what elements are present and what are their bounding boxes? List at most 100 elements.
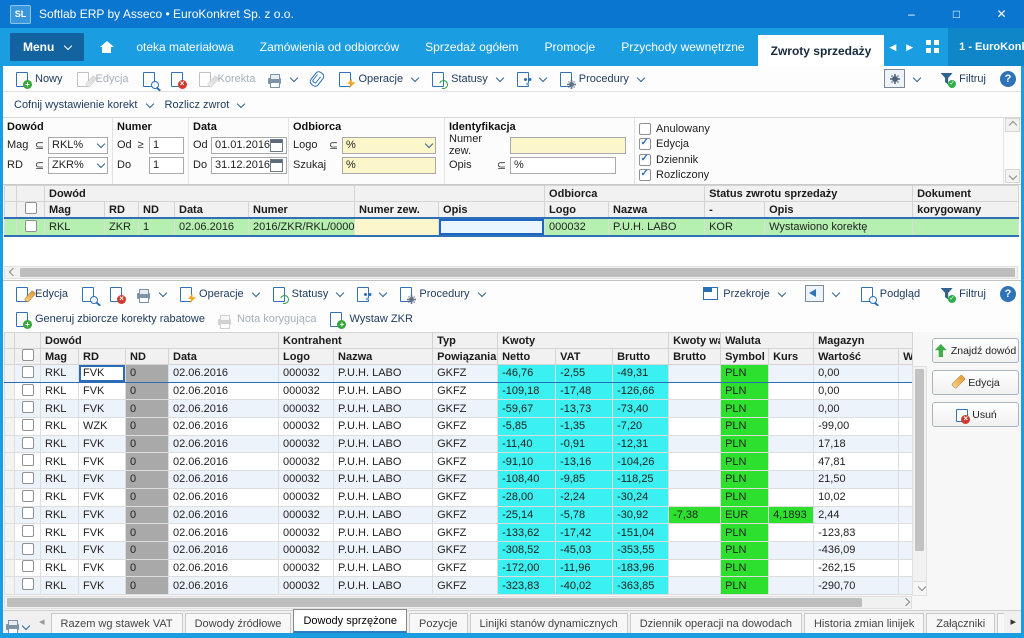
cell-data[interactable]: 02.06.2016 — [167, 540, 280, 560]
find-document-button[interactable]: Znajdź dowód — [932, 338, 1019, 363]
cell-wartosc[interactable]: -436,09 — [813, 540, 900, 560]
bottom-tab[interactable]: Pozycje — [409, 613, 468, 633]
cell-logo[interactable]: 000032 — [278, 558, 335, 578]
cell-symbol[interactable]: PLN — [720, 523, 770, 542]
bottom-tabs-scroll-left[interactable]: ◂ — [39, 616, 45, 628]
cell-symbol[interactable]: PLN — [720, 540, 770, 560]
cell-korygowany[interactable] — [912, 217, 1020, 237]
opis-operator[interactable]: ⊆ — [496, 159, 507, 172]
row-checkbox[interactable] — [21, 525, 34, 538]
cell-nazwa[interactable]: P.U.H. LABO — [333, 540, 434, 560]
home-button[interactable] — [90, 28, 123, 66]
delete-line-button[interactable] — [102, 284, 130, 304]
cell-brutto[interactable]: -118,25 — [612, 470, 670, 489]
cell-data[interactable]: 02.06.2016 — [174, 217, 249, 237]
delete-document-button[interactable] — [163, 69, 191, 89]
cell-vat[interactable]: -5,78 — [555, 505, 614, 525]
cell-nd[interactable]: 0 — [125, 540, 169, 560]
statuses-button[interactable]: Statusy — [424, 69, 509, 90]
help-icon[interactable] — [1000, 285, 1016, 302]
cell-kurs[interactable] — [768, 452, 815, 472]
menu-tab[interactable]: oteka materiałowa — [123, 28, 246, 66]
statuses-lines-button[interactable]: Statusy — [265, 284, 350, 305]
cell-netto[interactable]: -308,52 — [497, 540, 557, 560]
row-checkbox[interactable] — [21, 418, 34, 431]
cell-symbol[interactable]: EUR — [720, 505, 770, 525]
cell-rd[interactable]: FVK — [78, 558, 126, 578]
cell-vat[interactable]: -13,73 — [555, 399, 614, 419]
cell-mag[interactable]: RKL — [40, 364, 79, 383]
cell-vat[interactable]: -13,16 — [555, 452, 614, 472]
logo-filter-select[interactable]: % — [342, 136, 436, 154]
cell-mag[interactable]: RKL — [40, 487, 79, 507]
rd-filter-select[interactable]: ZKR% — [48, 156, 108, 174]
filter-checkbox[interactable]: Dziennik — [639, 152, 739, 168]
cell-mag[interactable]: RKL — [40, 505, 79, 525]
cell-nd[interactable]: 0 — [125, 558, 169, 578]
cell-brutto[interactable]: -126,66 — [612, 381, 670, 401]
preview-button[interactable]: Podgląd — [853, 284, 926, 304]
cell-logo[interactable]: 000032 — [278, 364, 335, 383]
row-checkbox[interactable] — [24, 220, 37, 232]
cell-rd[interactable]: FVK — [78, 523, 126, 542]
line-row[interactable]: RKL WZK 0 02.06.2016 000032 P.U.H. LABO … — [4, 417, 914, 436]
cell-brutto[interactable]: -30,92 — [612, 505, 670, 525]
filter-checkbox[interactable]: Rozliczony — [639, 168, 739, 184]
cross-sections-button[interactable]: Przekroje — [697, 285, 790, 302]
cell-mag[interactable]: RKL — [40, 540, 79, 560]
cell-rd[interactable]: FVK — [78, 364, 126, 383]
edit-line-button[interactable]: Edycja — [8, 284, 74, 304]
cell-powiazania[interactable]: GKFZ — [432, 558, 499, 578]
cell-wal-brutto[interactable] — [668, 417, 722, 436]
cell-nazwa[interactable]: P.U.H. LABO — [333, 399, 434, 419]
cell-kurs[interactable] — [768, 558, 815, 578]
cell-vat[interactable]: -2,55 — [555, 364, 614, 383]
cell-kurs[interactable] — [768, 417, 815, 436]
operations-button[interactable]: Operacje — [331, 69, 424, 89]
cell-kurs[interactable]: 4,1893 — [768, 505, 815, 525]
cell-kurs[interactable] — [768, 523, 815, 542]
cell-logo[interactable]: 000032 — [278, 417, 335, 436]
cell-mag[interactable]: RKL — [40, 417, 79, 436]
menu-button[interactable]: Menu — [10, 33, 85, 61]
procedures-button[interactable]: Procedury — [552, 69, 650, 89]
cell-symbol[interactable]: PLN — [720, 417, 770, 436]
print-lines-button[interactable] — [130, 284, 172, 303]
cell-nd[interactable]: 0 — [125, 505, 169, 525]
cell-rd[interactable]: FVK — [78, 576, 126, 595]
cell-data[interactable]: 02.06.2016 — [167, 417, 280, 436]
cell-rd[interactable]: FVK — [78, 452, 126, 472]
preview-document-button[interactable] — [135, 69, 163, 89]
cell-nazwa[interactable]: P.U.H. LABO — [608, 217, 706, 237]
cell-data[interactable]: 02.06.2016 — [167, 558, 280, 578]
cell-logo[interactable]: 000032 — [278, 381, 335, 401]
cell-brutto[interactable]: -353,55 — [612, 540, 670, 560]
bottom-tab[interactable]: Załączniki do linij — [997, 613, 1005, 633]
line-row[interactable]: RKL FVK 0 02.06.2016 000032 P.U.H. LABO … — [4, 523, 914, 542]
window-list-button[interactable] — [918, 40, 948, 54]
cell-wal-brutto[interactable] — [668, 470, 722, 489]
cell-brutto[interactable]: -49,31 — [612, 364, 670, 383]
cell-wartosc[interactable]: -123,83 — [813, 523, 900, 542]
cell-powiazania[interactable]: GKFZ — [432, 576, 499, 595]
cell-netto[interactable]: -59,67 — [497, 399, 557, 419]
cell-data[interactable]: 02.06.2016 — [167, 364, 280, 383]
row-checkbox[interactable] — [21, 560, 34, 573]
cell-brutto[interactable]: -12,31 — [612, 434, 670, 454]
cell-logo[interactable]: 000032 — [278, 505, 335, 525]
cell-nd[interactable]: 1 — [138, 217, 175, 237]
select-all-checkbox[interactable] — [21, 349, 34, 361]
cell-brutto[interactable]: -30,24 — [612, 487, 670, 507]
cell-mag[interactable]: RKL — [44, 217, 105, 237]
cell-powiazania[interactable]: GKFZ — [432, 381, 499, 401]
line-row[interactable]: RKL FVK 0 02.06.2016 000032 P.U.H. LABO … — [4, 381, 914, 401]
help-icon[interactable] — [1000, 70, 1016, 87]
filter-checkbox[interactable]: Anulowany — [639, 121, 739, 137]
cell-kurs[interactable] — [768, 434, 815, 454]
bottom-tab[interactable]: Dowody sprzężone — [293, 609, 407, 633]
bottom-panel-settings-button[interactable] — [6, 620, 31, 634]
cell-nazwa[interactable]: P.U.H. LABO — [333, 417, 434, 436]
cell-powiazania[interactable]: GKFZ — [432, 399, 499, 419]
row-checkbox[interactable] — [21, 383, 34, 396]
cell-symbol[interactable]: PLN — [720, 576, 770, 595]
